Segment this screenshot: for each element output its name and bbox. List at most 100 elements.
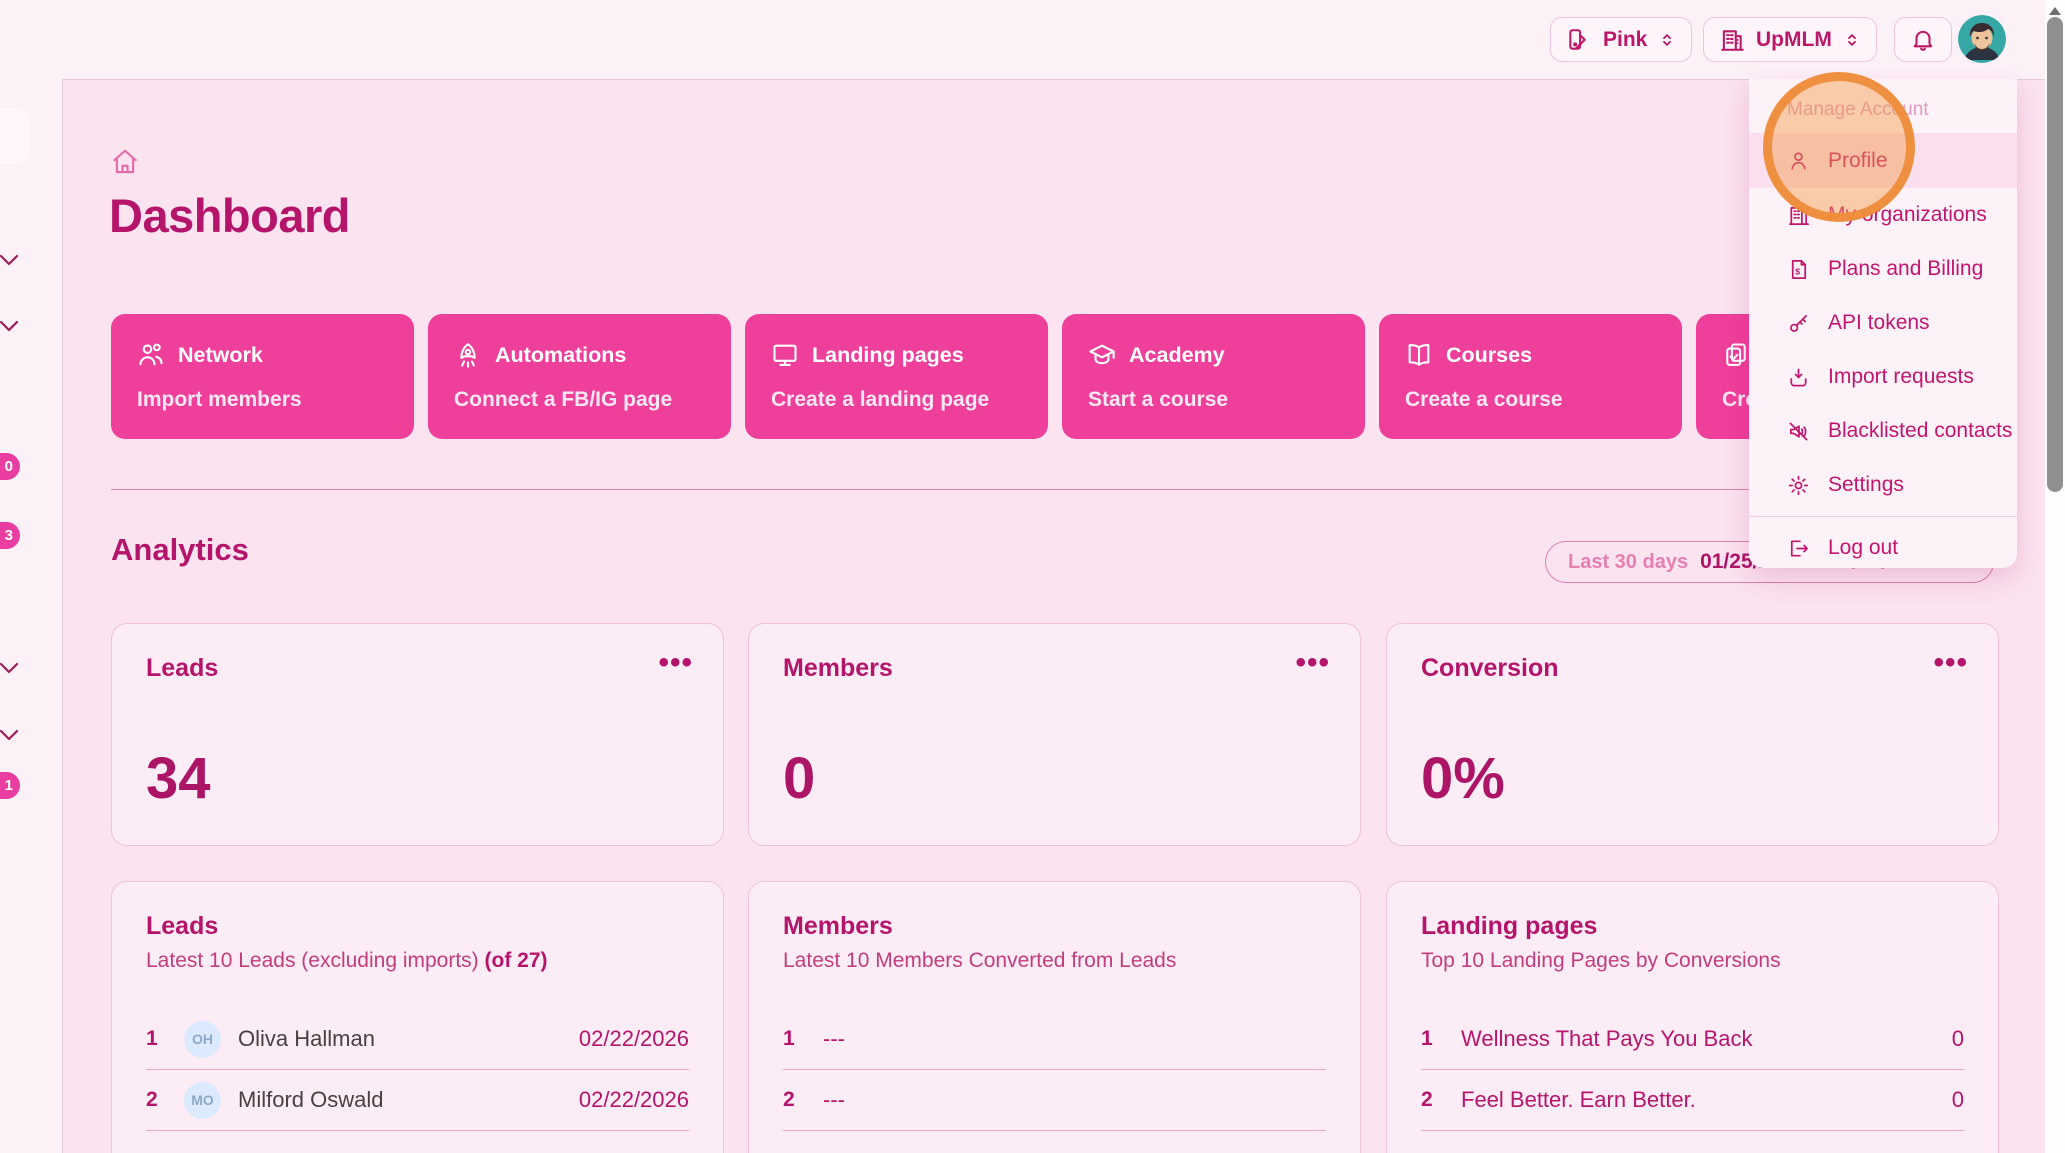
analytics-section-title: Analytics xyxy=(111,532,249,567)
scroll-up-arrow[interactable] xyxy=(2049,7,2061,15)
graduation-cap-icon xyxy=(1088,341,1116,369)
chevron-down-icon[interactable] xyxy=(0,318,21,334)
quick-action-subtitle: Connect a FB/IG page xyxy=(454,388,673,411)
menu-divider xyxy=(1749,516,2017,517)
svg-text:$: $ xyxy=(1795,266,1800,276)
chevron-down-icon[interactable] xyxy=(0,252,21,268)
muted-megaphone-icon xyxy=(1787,420,1810,443)
import-icon xyxy=(1787,366,1810,389)
quick-action-automations[interactable]: Automations Connect a FB/IG page xyxy=(428,314,731,439)
lead-row[interactable]: 2 MO Milford Oswald 02/22/2026 xyxy=(146,1070,689,1131)
conversion-count: 0 xyxy=(1951,1087,1964,1112)
member-row[interactable]: 2 --- xyxy=(783,1070,1326,1131)
building-icon xyxy=(1787,204,1810,227)
stat-card-title: Members xyxy=(783,654,893,682)
monitor-icon xyxy=(771,341,799,369)
sidebar-count-badge: 3 xyxy=(0,522,20,549)
landing-page-row[interactable]: 2 Feel Better. Earn Better. 0 xyxy=(1421,1070,1964,1131)
card-menu-button[interactable]: ••• xyxy=(658,646,693,679)
landing-page-name: Wellness That Pays You Back xyxy=(1461,1026,1753,1051)
chevron-updown-icon xyxy=(1658,29,1676,51)
list-card-title: Leads xyxy=(146,912,219,940)
main-content: Dashboard Network Import members Aut xyxy=(62,79,2045,1153)
date-preset-label: Last 30 days xyxy=(1568,550,1689,573)
member-row[interactable]: 1 --- xyxy=(783,1009,1326,1070)
menu-item-my-organizations[interactable]: My organizations xyxy=(1749,188,2017,242)
account-dropdown-menu: Manage Account Profile My organizations … xyxy=(1749,79,2017,568)
card-menu-button[interactable]: ••• xyxy=(1295,646,1330,679)
quick-action-courses[interactable]: Courses Create a course xyxy=(1379,314,1682,439)
chevron-down-icon[interactable] xyxy=(0,727,21,743)
menu-item-import-requests[interactable]: Import requests xyxy=(1749,350,2017,404)
organization-selector-label: UpMLM xyxy=(1756,27,1832,51)
scrollbar-thumb[interactable] xyxy=(2047,17,2063,492)
gear-icon xyxy=(1787,474,1810,497)
avatar-initials: MO xyxy=(184,1081,221,1119)
list-card-title: Landing pages xyxy=(1421,912,1598,940)
theme-selector[interactable]: Pink xyxy=(1550,17,1693,62)
menu-item-log-out[interactable]: Log out xyxy=(1749,521,2017,568)
page-title: Dashboard xyxy=(109,189,351,242)
building-icon xyxy=(1719,27,1745,53)
member-name: --- xyxy=(823,1087,845,1112)
stat-card-title: Conversion xyxy=(1421,654,1559,682)
quick-action-subtitle: Cre xyxy=(1722,388,1758,411)
logout-icon xyxy=(1787,537,1810,560)
landing-page-row[interactable]: 1 Wellness That Pays You Back 0 xyxy=(1421,1009,1964,1070)
list-card-title: Members xyxy=(783,912,893,940)
stat-card-members: Members ••• 0 xyxy=(748,623,1361,846)
menu-item-plans-and-billing[interactable]: $ Plans and Billing xyxy=(1749,242,2017,296)
members-list-card: Members Latest 10 Members Converted from… xyxy=(748,881,1361,1153)
key-icon xyxy=(1787,312,1810,335)
chevron-updown-icon xyxy=(1843,29,1861,51)
menu-item-blacklisted-contacts[interactable]: Blacklisted contacts xyxy=(1749,404,2017,458)
card-menu-button[interactable]: ••• xyxy=(1933,646,1968,679)
menu-item-api-tokens[interactable]: API tokens xyxy=(1749,296,2017,350)
user-icon xyxy=(1787,149,1810,172)
theme-selector-label: Pink xyxy=(1603,27,1648,51)
stat-card-leads: Leads ••• 34 xyxy=(111,623,724,846)
sidebar: 0 3 1 xyxy=(0,79,62,1153)
quick-action-subtitle: Create a course xyxy=(1405,388,1563,411)
organization-selector[interactable]: UpMLM xyxy=(1703,17,1877,62)
sidebar-active-item[interactable] xyxy=(0,108,30,164)
lead-name: Oliva Hallman xyxy=(238,1026,375,1051)
swatch-icon xyxy=(1566,27,1592,53)
lead-date: 02/22/2026 xyxy=(578,1026,689,1051)
vertical-scrollbar[interactable] xyxy=(2045,0,2065,1153)
conversion-count: 0 xyxy=(1951,1026,1964,1051)
menu-item-profile[interactable]: Profile xyxy=(1749,133,2017,188)
quick-action-title: Network xyxy=(178,342,263,367)
stat-value: 34 xyxy=(146,746,211,811)
rocket-icon xyxy=(454,341,482,369)
lead-row[interactable]: 1 OH Oliva Hallman 02/22/2026 xyxy=(146,1009,689,1070)
lead-name: Milford Oswald xyxy=(238,1087,384,1112)
home-breadcrumb-icon[interactable] xyxy=(110,147,140,177)
landing-page-name: Feel Better. Earn Better. xyxy=(1461,1087,1696,1112)
chevron-down-icon[interactable] xyxy=(0,660,21,676)
quick-action-title: Academy xyxy=(1129,342,1225,367)
quick-action-subtitle: Import members xyxy=(137,388,302,411)
leads-list-card: Leads Latest 10 Leads (excluding imports… xyxy=(111,881,724,1153)
section-divider xyxy=(111,489,1998,490)
sidebar-count-badge: 1 xyxy=(0,772,20,799)
quick-action-network[interactable]: Network Import members xyxy=(111,314,414,439)
quick-action-title: Landing pages xyxy=(812,342,964,367)
list-card-subtitle: Latest 10 Leads (excluding imports) (of … xyxy=(146,949,548,972)
menu-item-settings[interactable]: Settings xyxy=(1749,458,2017,512)
list-card-subtitle: Top 10 Landing Pages by Conversions xyxy=(1421,949,1781,972)
avatar-initials: OH xyxy=(184,1020,221,1058)
quick-action-subtitle: Start a course xyxy=(1088,388,1229,411)
clipboard-check-icon xyxy=(1722,341,1750,369)
bell-icon xyxy=(1910,27,1936,53)
menu-section-label: Manage Account xyxy=(1787,99,1929,120)
landing-pages-list-card: Landing pages Top 10 Landing Pages by Co… xyxy=(1386,881,1999,1153)
quick-action-title: Automations xyxy=(495,342,627,367)
quick-action-landing-pages[interactable]: Landing pages Create a landing page xyxy=(745,314,1048,439)
quick-action-title: Courses xyxy=(1446,342,1533,367)
user-avatar[interactable] xyxy=(1958,15,2006,63)
quick-action-academy[interactable]: Academy Start a course xyxy=(1062,314,1365,439)
lead-date: 02/22/2026 xyxy=(578,1087,689,1112)
notifications-button[interactable] xyxy=(1894,17,1952,62)
stat-value: 0% xyxy=(1421,746,1505,811)
